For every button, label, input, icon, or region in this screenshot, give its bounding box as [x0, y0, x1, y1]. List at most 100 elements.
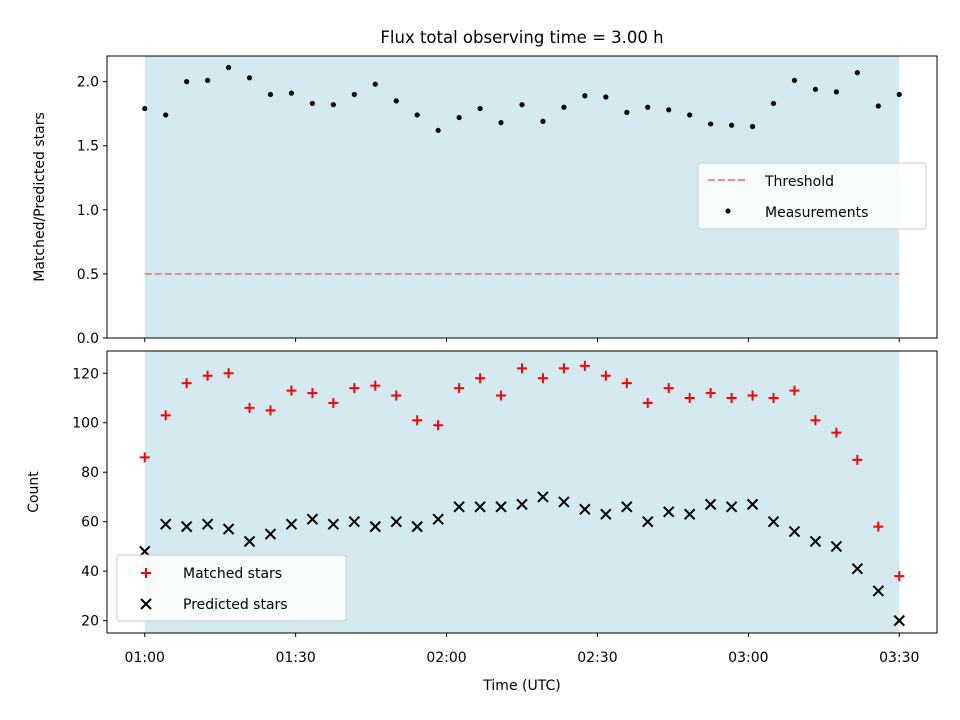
measurement-point	[225, 64, 232, 71]
bottom-y-tick-label: 40	[81, 564, 99, 580]
predicted-star-point	[851, 562, 864, 575]
predicted-star-point	[725, 501, 738, 513]
predicted-star-point	[264, 528, 277, 540]
legend-matched-marker	[141, 568, 151, 578]
legend-predicted-marker	[140, 598, 152, 610]
matched-star-point	[328, 397, 339, 408]
measurement-point	[624, 109, 630, 115]
measurement-point	[728, 122, 735, 128]
measurement-point	[456, 114, 462, 121]
measurement-point	[205, 77, 211, 83]
measurement-point	[875, 103, 881, 109]
predicted-star-point	[579, 503, 591, 516]
bottom-y-tick-label: 100	[72, 416, 99, 432]
predicted-star-point	[222, 523, 235, 535]
measurement-point	[666, 107, 672, 113]
predicted-star-point	[369, 520, 381, 533]
measurement-point	[833, 89, 839, 95]
predicted-star-point	[663, 506, 675, 518]
measurement-point	[749, 123, 756, 130]
bottom-y-tick-label: 20	[81, 614, 99, 630]
legend-predicted-label: Predicted stars	[183, 597, 288, 613]
measurement-point	[770, 100, 777, 107]
matched-star-point	[517, 363, 527, 374]
legend-measurements-label: Measurements	[765, 205, 868, 221]
measurement-point	[687, 112, 693, 118]
matched-star-point	[663, 383, 674, 394]
measurement-point	[708, 121, 714, 127]
predicted-star-point	[872, 585, 885, 597]
predicted-star-point	[180, 520, 193, 533]
predicted-star-point	[537, 491, 549, 503]
bottom-axes-frame	[106, 350, 938, 634]
measurement-point	[267, 91, 274, 98]
measurement-point	[603, 94, 609, 100]
predicted-star-point	[558, 496, 570, 508]
bottom-x-tick-label: 03:30	[879, 650, 919, 666]
bottom-x-tick-label: 01:30	[275, 650, 315, 666]
matched-star-point	[642, 397, 653, 408]
matched-star-point	[747, 390, 758, 401]
predicted-star-point	[704, 498, 717, 511]
bottom-legend-box	[116, 554, 347, 622]
measurement-point	[854, 70, 860, 76]
measurement-point	[372, 81, 378, 87]
predicted-star-point	[621, 501, 633, 513]
measurement-point	[519, 102, 525, 108]
predicted-star-point	[327, 518, 340, 530]
top-y-tick-label: 2.0	[77, 75, 99, 91]
top-x-ticks	[144, 338, 900, 342]
measurement-point	[351, 91, 357, 98]
matched-star-point	[831, 427, 842, 438]
predicted-star-point	[642, 515, 654, 528]
matched-star-point	[223, 368, 234, 379]
matched-star-point	[181, 378, 192, 389]
top-y-tick-label: 0.5	[77, 267, 99, 283]
matched-star-point	[726, 393, 737, 403]
predicted-star-point	[243, 535, 256, 548]
predicted-star-point	[788, 525, 801, 538]
measurement-point	[184, 79, 190, 85]
matched-star-point	[454, 383, 465, 394]
matched-star-point	[579, 360, 590, 371]
measurement-point	[896, 91, 902, 98]
measurement-point	[498, 120, 504, 126]
bottom-y-axis-label: Count	[26, 471, 42, 513]
top-axes-frame	[106, 55, 938, 339]
predicted-star-point	[495, 501, 507, 513]
predicted-star-point	[390, 515, 402, 528]
bottom-y-tick-label: 80	[81, 465, 99, 481]
bottom-x-tick-label: 01:00	[125, 650, 165, 666]
legend-measurements-swatch	[725, 208, 731, 214]
matched-star-point	[307, 388, 318, 399]
matched-stars-points	[139, 360, 905, 582]
legend-predicted-swatch	[140, 598, 152, 610]
top-measurement-points	[142, 64, 902, 133]
predicted-star-point	[516, 498, 528, 511]
measurement-point	[414, 112, 420, 118]
predicted-star-point	[201, 518, 214, 530]
measurement-point	[288, 90, 295, 96]
x-axis-label: Time (UTC)	[482, 678, 560, 694]
top-y-tick-label: 1.5	[77, 139, 99, 155]
top-legend: Threshold Measurements	[697, 162, 927, 230]
predicted-star-point	[746, 498, 759, 511]
predicted-stars-points	[139, 491, 905, 627]
predicted-star-point	[306, 513, 319, 525]
bottom-panel: 20 40 60 80 100 120 01:00 01:30 02:00 02:30 03:00…	[26, 350, 938, 694]
matched-star-point	[265, 405, 276, 416]
top-y-tick-label: 0.0	[77, 331, 99, 347]
matched-star-point	[894, 571, 905, 582]
bottom-x-tick-label: 02:00	[426, 650, 466, 666]
matched-star-point	[537, 373, 548, 384]
measurement-point	[791, 77, 798, 83]
matched-star-point	[391, 390, 402, 401]
bottom-x-tick-label: 02:30	[577, 650, 617, 666]
matched-star-point	[621, 378, 632, 389]
predicted-star-point	[348, 515, 361, 528]
bottom-y-tick-label: 60	[81, 515, 99, 531]
top-legend-box	[697, 162, 927, 230]
bottom-x-tick-label: 03:00	[728, 650, 768, 666]
